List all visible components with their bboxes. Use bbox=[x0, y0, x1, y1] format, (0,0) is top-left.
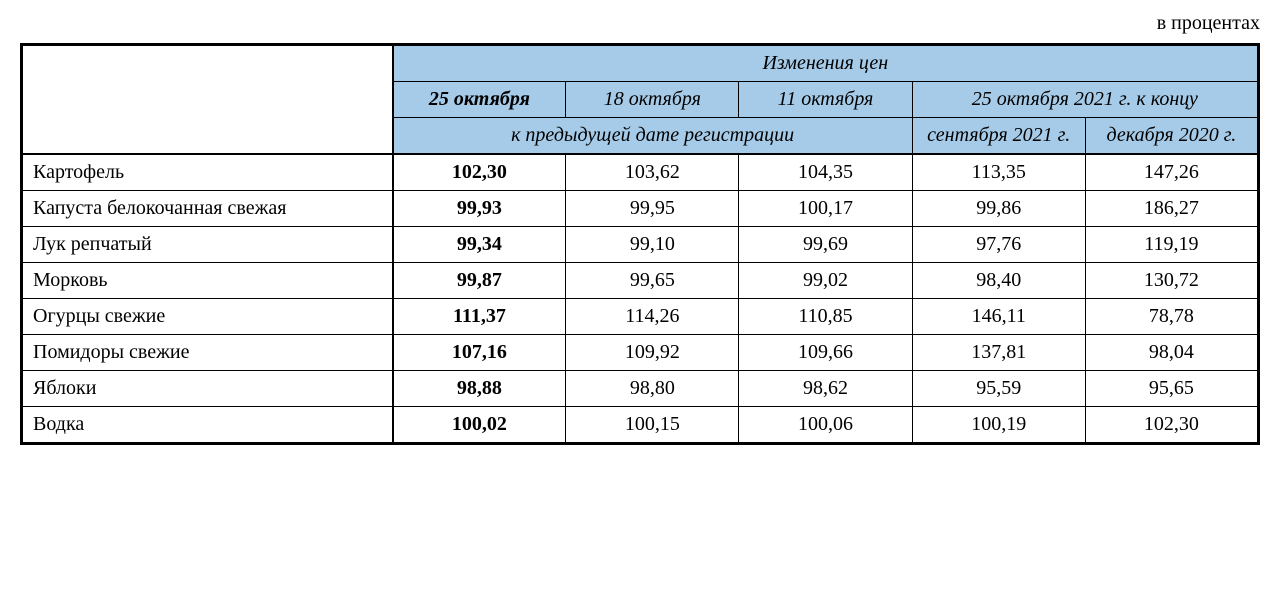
row-label: Водка bbox=[22, 407, 393, 444]
table-row: Водка100,02100,15100,06100,19102,30 bbox=[22, 407, 1259, 444]
cell-value: 110,85 bbox=[739, 299, 912, 335]
cell-value: 99,86 bbox=[912, 191, 1085, 227]
cell-value: 78,78 bbox=[1085, 299, 1258, 335]
cell-value: 107,16 bbox=[393, 335, 566, 371]
header-top: Изменения цен bbox=[393, 45, 1259, 82]
row-label: Морковь bbox=[22, 263, 393, 299]
cell-value: 99,93 bbox=[393, 191, 566, 227]
cell-value: 100,19 bbox=[912, 407, 1085, 444]
header-prev-reg: к предыдущей дате регистрации bbox=[393, 118, 913, 155]
cell-value: 103,62 bbox=[566, 154, 739, 191]
cell-value: 147,26 bbox=[1085, 154, 1258, 191]
row-label: Капуста белокочанная свежая bbox=[22, 191, 393, 227]
cell-value: 99,95 bbox=[566, 191, 739, 227]
cell-value: 99,10 bbox=[566, 227, 739, 263]
row-label: Огурцы свежие bbox=[22, 299, 393, 335]
cell-value: 186,27 bbox=[1085, 191, 1258, 227]
cell-value: 113,35 bbox=[912, 154, 1085, 191]
cell-value: 95,65 bbox=[1085, 371, 1258, 407]
table-body: Картофель102,30103,62104,35113,35147,26К… bbox=[22, 154, 1259, 444]
cell-value: 97,76 bbox=[912, 227, 1085, 263]
cell-value: 114,26 bbox=[566, 299, 739, 335]
cell-value: 99,65 bbox=[566, 263, 739, 299]
table-row: Капуста белокочанная свежая99,9399,95100… bbox=[22, 191, 1259, 227]
cell-value: 98,88 bbox=[393, 371, 566, 407]
cell-value: 104,35 bbox=[739, 154, 912, 191]
cell-value: 100,02 bbox=[393, 407, 566, 444]
cell-value: 100,06 bbox=[739, 407, 912, 444]
cell-value: 98,80 bbox=[566, 371, 739, 407]
table-row: Картофель102,30103,62104,35113,35147,26 bbox=[22, 154, 1259, 191]
cell-value: 99,34 bbox=[393, 227, 566, 263]
header-date-1: 25 октября bbox=[393, 82, 566, 118]
cell-value: 102,30 bbox=[1085, 407, 1258, 444]
header-ref-2: декабря 2020 г. bbox=[1085, 118, 1258, 155]
row-label: Лук репчатый bbox=[22, 227, 393, 263]
cell-value: 130,72 bbox=[1085, 263, 1258, 299]
cell-value: 99,69 bbox=[739, 227, 912, 263]
cell-value: 98,40 bbox=[912, 263, 1085, 299]
header-date-2: 18 октября bbox=[566, 82, 739, 118]
header-blank bbox=[22, 45, 393, 155]
table-row: Помидоры свежие107,16109,92109,66137,819… bbox=[22, 335, 1259, 371]
cell-value: 146,11 bbox=[912, 299, 1085, 335]
cell-value: 109,92 bbox=[566, 335, 739, 371]
cell-value: 100,17 bbox=[739, 191, 912, 227]
cell-value: 102,30 bbox=[393, 154, 566, 191]
header-date-3: 11 октября bbox=[739, 82, 912, 118]
table-row: Лук репчатый99,3499,1099,6997,76119,19 bbox=[22, 227, 1259, 263]
cell-value: 137,81 bbox=[912, 335, 1085, 371]
cell-value: 100,15 bbox=[566, 407, 739, 444]
row-label: Картофель bbox=[22, 154, 393, 191]
cell-value: 99,87 bbox=[393, 263, 566, 299]
cell-value: 95,59 bbox=[912, 371, 1085, 407]
header-compare: 25 октября 2021 г. к концу bbox=[912, 82, 1258, 118]
table-row: Яблоки98,8898,8098,6295,5995,65 bbox=[22, 371, 1259, 407]
row-label: Яблоки bbox=[22, 371, 393, 407]
header-ref-1: сентября 2021 г. bbox=[912, 118, 1085, 155]
cell-value: 98,04 bbox=[1085, 335, 1258, 371]
table-row: Огурцы свежие111,37114,26110,85146,1178,… bbox=[22, 299, 1259, 335]
row-label: Помидоры свежие bbox=[22, 335, 393, 371]
cell-value: 109,66 bbox=[739, 335, 912, 371]
cell-value: 99,02 bbox=[739, 263, 912, 299]
cell-value: 111,37 bbox=[393, 299, 566, 335]
cell-value: 119,19 bbox=[1085, 227, 1258, 263]
cell-value: 98,62 bbox=[739, 371, 912, 407]
table-row: Морковь99,8799,6599,0298,40130,72 bbox=[22, 263, 1259, 299]
table-caption: в процентах bbox=[20, 12, 1260, 35]
price-changes-table: Изменения цен 25 октября 18 октября 11 о… bbox=[20, 43, 1260, 445]
